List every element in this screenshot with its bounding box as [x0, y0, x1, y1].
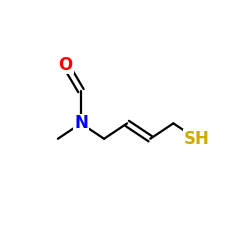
Text: O: O — [58, 56, 73, 74]
Text: N: N — [74, 114, 88, 132]
Text: SH: SH — [184, 130, 210, 148]
